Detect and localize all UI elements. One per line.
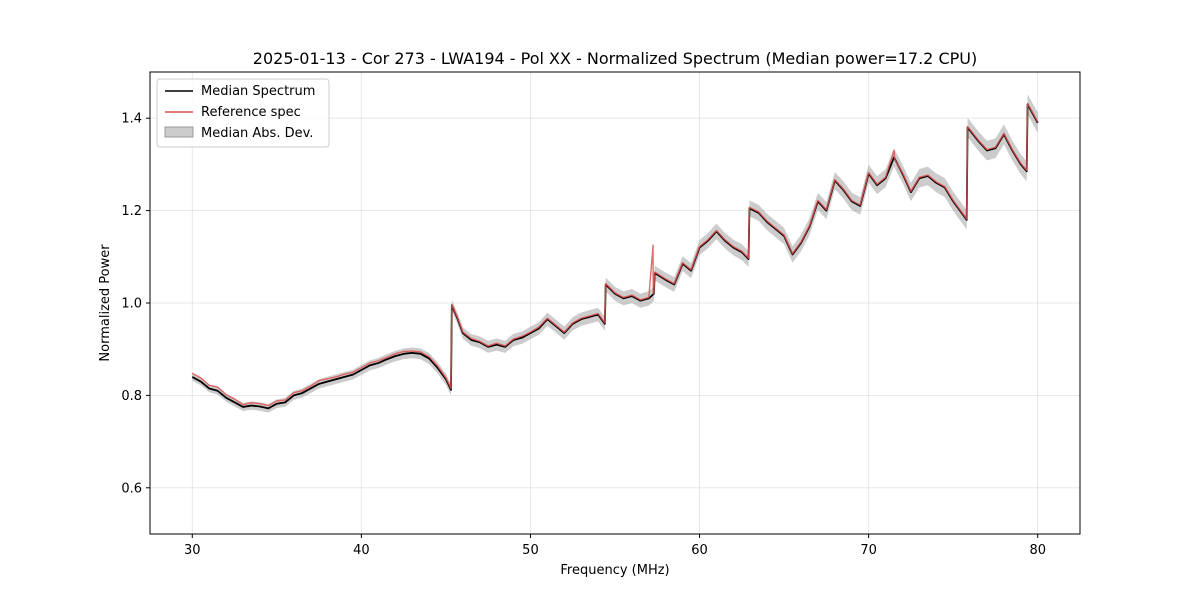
- legend-box: [156, 78, 330, 148]
- x-tick-label: 30: [184, 543, 201, 558]
- legend-label-median: Median Spectrum: [201, 84, 315, 99]
- x-tick-label: 80: [1029, 543, 1046, 558]
- y-axis-label: Normalized Power: [98, 244, 113, 362]
- legend-swatch-mad: [164, 126, 194, 138]
- y-tick-label: 1.0: [121, 297, 142, 312]
- reference-spec-line: [191, 102, 1039, 407]
- y-tick-label: 0.6: [121, 481, 142, 496]
- legend-label-reference: Reference spec: [201, 105, 301, 120]
- x-axis-label: Frequency (MHz): [560, 563, 669, 578]
- series-layer: [191, 102, 1039, 410]
- legend-label-mad: Median Abs. Dev.: [201, 126, 313, 141]
- x-tick-label: 70: [860, 543, 877, 558]
- x-tick-label: 50: [522, 543, 539, 558]
- y-tick-label: 0.8: [121, 389, 142, 404]
- x-tick-label: 40: [353, 543, 370, 558]
- legend: Median Spectrum Reference spec Median Ab…: [156, 78, 330, 148]
- chart-title: 2025-01-13 - Cor 273 - LWA194 - Pol XX -…: [253, 49, 977, 68]
- y-tick-label: 1.2: [121, 204, 142, 219]
- x-tick-label: 60: [691, 543, 708, 558]
- y-tick-label: 1.4: [121, 112, 142, 127]
- ticks: 30 40 50 60 70 80 0.6 0.8 1.0 1.2 1.4: [121, 112, 1046, 558]
